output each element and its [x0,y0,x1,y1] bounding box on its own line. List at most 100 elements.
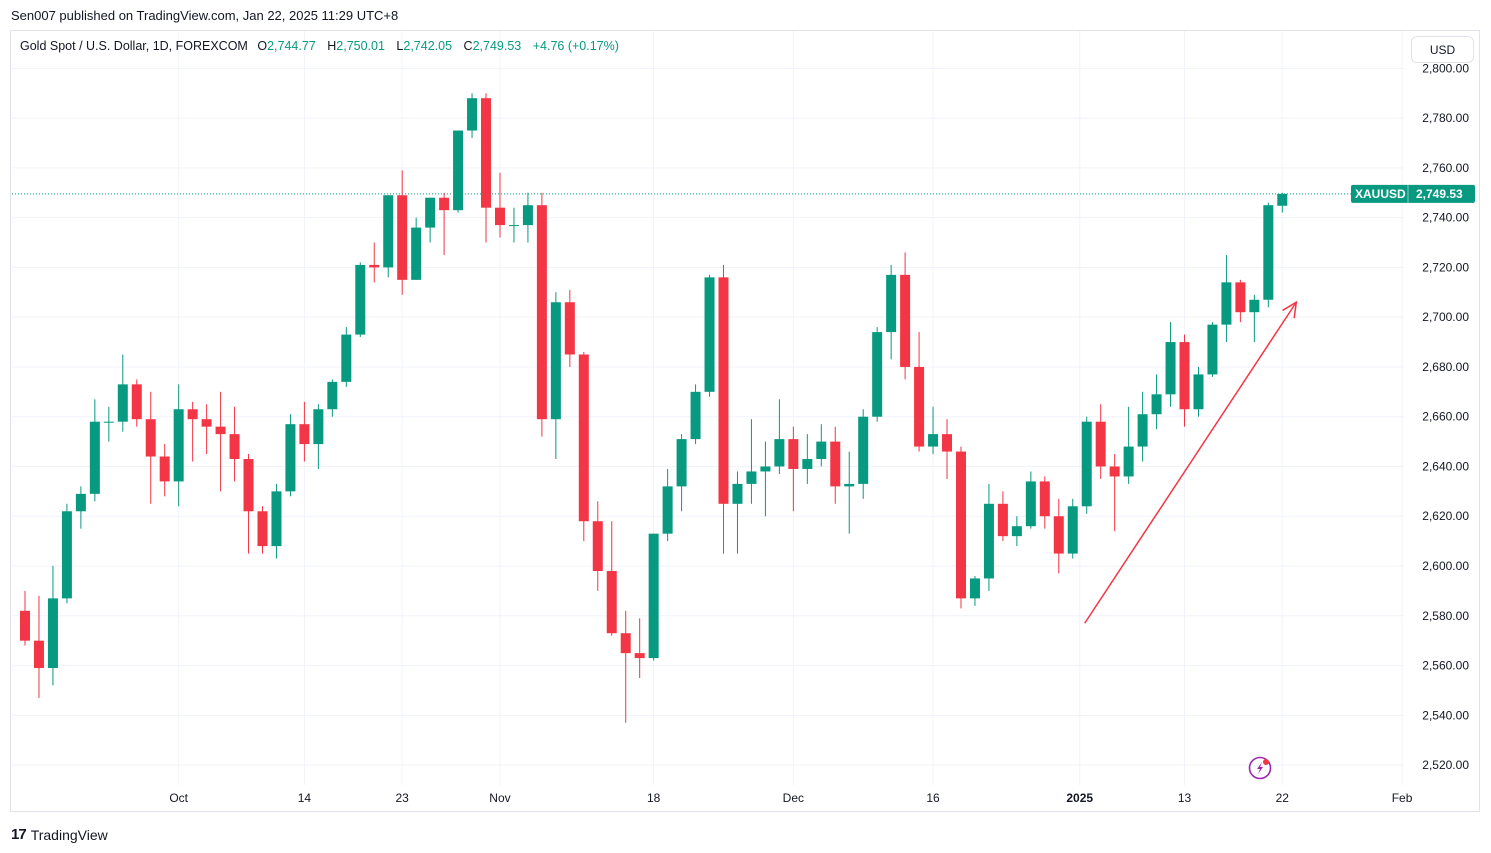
candle-body [620,633,631,654]
candle [802,434,813,484]
candle [131,379,142,427]
candle [816,424,827,467]
candle-body [983,503,994,579]
y-tick-label: 2,520.00 [1422,758,1469,772]
candle-body [788,439,799,469]
candle-body [578,354,589,522]
candle [187,401,198,462]
candle [1067,498,1078,559]
candle [732,471,743,554]
candle-body [662,486,673,534]
candle-body [61,511,72,599]
candle-body [47,598,58,669]
price-badge-bg [1351,184,1475,203]
candle [20,590,30,646]
candle [704,274,715,397]
candle-body [1053,516,1064,554]
candle [1263,202,1274,308]
candle-body [397,195,408,280]
candle [774,399,785,474]
candle [746,419,757,504]
candle [1235,279,1246,323]
candle [1221,254,1232,343]
trend-arrow-head [1282,300,1298,319]
candle-body [704,277,715,392]
candle [397,170,408,295]
candle [550,292,561,460]
candle [494,172,505,238]
symbol-name[interactable]: Gold Spot / U.S. Dollar, 1D, FOREXCOM [20,39,248,53]
y-tick-label: 2,620.00 [1422,509,1469,523]
open-value: 2,744.77 [267,39,316,53]
candle-body [494,207,505,226]
candle [1095,404,1106,479]
candle-body [187,409,198,420]
candle [1249,294,1260,343]
candle [578,352,589,542]
candle-body [313,409,324,445]
candle-body [383,195,394,268]
candle-body [33,640,44,669]
candle [1109,454,1120,532]
candle-body [1235,282,1246,313]
candle [201,404,212,455]
candle-body [928,434,939,447]
x-tick-label: 22 [1276,791,1290,805]
candle-body [89,421,100,494]
high-label: H [327,39,337,53]
candle [439,192,450,255]
candle [89,399,100,502]
candle-body [760,466,771,472]
candle-body [746,471,757,484]
footer-brand[interactable]: 17 TradingView [11,826,108,843]
candle-body [1165,342,1176,395]
y-tick-label: 2,800.00 [1422,61,1469,75]
candle [676,434,687,512]
candle [914,332,925,452]
x-tick-label: 2025 [1066,791,1093,805]
candle-body [536,205,547,420]
candle [955,446,966,609]
candle [760,441,771,517]
candle-body [1151,394,1162,415]
candle-body [1179,342,1190,410]
candle [327,379,338,417]
candle [369,242,380,283]
candle-body [774,439,785,467]
y-tick-label: 2,720.00 [1422,260,1469,274]
candle-body [1025,481,1036,527]
trend-arrow [1084,300,1298,624]
candle [662,468,673,542]
candle [508,207,519,243]
candle-body [997,503,1008,537]
candle [229,406,240,482]
candle [606,521,617,636]
candle-body [453,130,464,211]
candle [313,404,324,469]
symbol-legend: Gold Spot / U.S. Dollar, 1D, FOREXCOM O2… [20,39,627,53]
candle [411,217,422,280]
candle-body [425,197,436,228]
candle-body [942,434,953,452]
candle [1053,498,1064,574]
currency-button[interactable]: USD [1411,36,1474,63]
y-tick-label: 2,580.00 [1422,609,1469,623]
candle [383,195,394,278]
candle [830,426,841,504]
candle [872,327,883,422]
low-label: L [396,39,404,53]
y-tick-label: 2,660.00 [1422,410,1469,424]
x-tick-label: 16 [926,791,940,805]
candle-body [1039,481,1050,517]
candle-body [145,419,156,457]
candle-body [103,421,114,423]
candle [425,197,436,243]
candle-body [117,384,128,422]
lightning-icon[interactable] [1248,756,1272,780]
candle-body [1221,282,1232,325]
candle-body [467,98,478,131]
candle-body [1249,299,1260,313]
candle-body [872,332,883,417]
candle [1011,516,1022,547]
